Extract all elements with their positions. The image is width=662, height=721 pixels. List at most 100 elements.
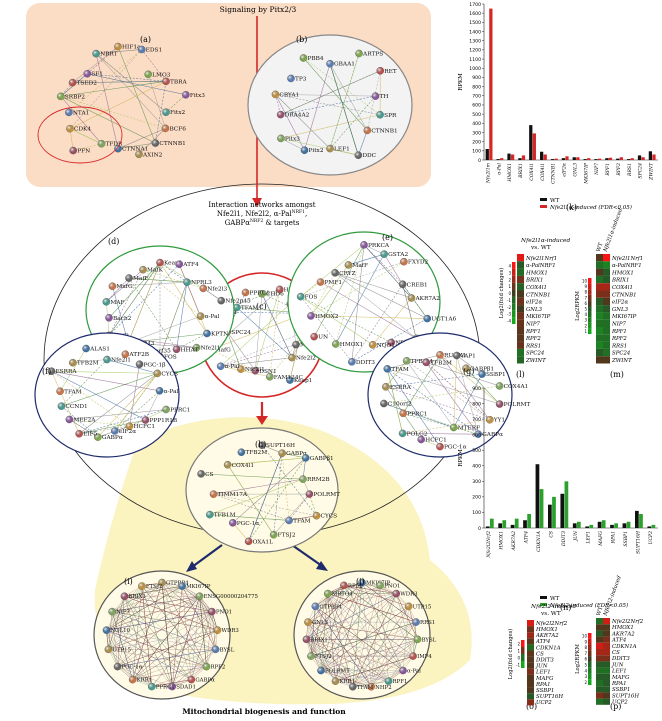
node-shine-e-2 xyxy=(400,258,408,266)
chart-m-cell-6-1 xyxy=(603,297,610,306)
node-shine-j-2 xyxy=(392,589,400,598)
chart-o-cell-3 xyxy=(527,638,534,645)
chart-k: 0 100 200 300 400 500 600 700 800 900 1000 1100 1200… xyxy=(458,2,658,211)
chart-l-row-rrs1: RRS1 xyxy=(525,343,541,349)
node-shine-b-13 xyxy=(299,54,308,62)
node-shine-e-14 xyxy=(316,278,325,286)
node-label-a-tsed2: TSED2 xyxy=(77,81,98,87)
chart-m-row-brix1: BRIX1 xyxy=(611,278,629,284)
node-label-h-timm17a: TIMM17A xyxy=(218,492,248,498)
node-shine-e-9 xyxy=(348,358,356,366)
node-shine-b-3 xyxy=(371,92,380,100)
node-label-c-nfe2l2: Nfe2l2 xyxy=(296,356,316,362)
chart-m-cell-11-1 xyxy=(603,334,610,342)
node-label-e-hmox1: HMOX1 xyxy=(340,342,363,348)
node-label-j-nhp2: NHP2 xyxy=(375,685,391,691)
panel-label-e: (e) xyxy=(382,233,393,242)
node-shine-d-14 xyxy=(102,298,110,306)
node-shine-g-3 xyxy=(478,370,486,378)
chart-n-xtick-cs: CS xyxy=(548,531,554,538)
chart-k-bar-cox4l1-0 xyxy=(540,151,544,160)
chart-l-scale-1 xyxy=(512,268,516,276)
chart-n-bar-mafg-0 xyxy=(597,521,602,528)
chart-o-title2: vs. WT xyxy=(540,611,561,617)
chart-p-row-hmox1: HMOX1 xyxy=(611,625,634,631)
panel-label-n: (n) xyxy=(560,603,571,612)
node-label-j-tfam: TFAM xyxy=(357,685,374,691)
chart-k-legend-0: WT xyxy=(550,198,560,204)
chart-m-row-spc24: SPC24 xyxy=(612,351,631,357)
node-shine-i-0 xyxy=(158,578,166,587)
chart-m-cell-1-0 xyxy=(596,261,603,269)
chart-n-xtick-cdkn1a: CDKN1A xyxy=(536,530,542,552)
chart-k-bar-rrs1-1 xyxy=(630,158,634,160)
node-label-f-eif5: EIF5 xyxy=(83,432,98,438)
node-label-j-bysl: BYSL xyxy=(422,637,437,643)
chart-n-ytick: 700 xyxy=(472,417,481,423)
chart-p-row-rpa1: RPA1 xyxy=(611,681,627,687)
node-label-c-chd6: CHD6 xyxy=(266,292,284,298)
chart-k-bar-nfe2l1m-0 xyxy=(485,148,489,160)
chart-p-cell-0-0 xyxy=(596,618,603,625)
node-shine-b-10 xyxy=(277,111,285,119)
chart-m-row-nfe2l1nrf1: Nfe2l1Nrf1 xyxy=(611,256,643,262)
chart-m-scale-label-7: 3 xyxy=(584,318,587,323)
chart-m-scale-7 xyxy=(588,317,592,323)
chart-k-ytick: 600 xyxy=(472,103,481,109)
network-b-edges xyxy=(275,53,381,156)
node-label-i-mki67ip: MKI67IP xyxy=(186,584,211,590)
node-shine-j-13 xyxy=(307,652,315,660)
chart-p-cell-7-1 xyxy=(603,661,610,668)
chart-p-cell-11-0 xyxy=(596,686,603,693)
chart-m-row-ctnnb1: CTNNB1 xyxy=(612,292,637,298)
chart-m-cell-10-0 xyxy=(596,327,603,335)
node-label-g-polrmt: POLRMT xyxy=(504,402,531,408)
node-label-g-esrra: ESRRA xyxy=(390,385,412,391)
chart-m-row-palnrf1: α-PalNRF1 xyxy=(612,263,642,269)
chart-m-cell-7-0 xyxy=(596,305,603,313)
chart-l-scale-label-4: 0 xyxy=(508,291,511,296)
chart-l-row-brix1: BRIX1 xyxy=(525,278,543,284)
chart-o-row-rpa1: RPA1 xyxy=(535,682,551,688)
node-label-b-gbaa1: GBAA1 xyxy=(334,62,355,68)
node-shine-g-6 xyxy=(486,416,494,424)
node-label-g-tfam: TFAM xyxy=(391,367,409,373)
chart-l-ylabel: Log2(fold changes) xyxy=(498,268,505,319)
chart-o-row-lef1: LEF1 xyxy=(535,670,551,676)
chart-k-xtick-rpf1: RPF1 xyxy=(605,163,611,177)
node-label-j-gnl3: GNL3 xyxy=(312,620,329,626)
node-label-j-rpf2: RPF2 xyxy=(348,583,363,589)
node-label-b-lef1: LEF1 xyxy=(334,147,350,153)
node-shine-j-16 xyxy=(311,602,319,610)
node-label-h-tfam: TFAM xyxy=(293,518,311,524)
node-shine-e-11 xyxy=(310,333,318,341)
chart-n-xtick-hmox1: HMOX1 xyxy=(499,531,505,551)
node-shine-e-0 xyxy=(360,241,368,249)
node-label-a-tfdr: TFDR xyxy=(105,142,123,148)
node-shine-j-5 xyxy=(413,635,422,643)
node-shine-g-7 xyxy=(474,430,482,438)
chart-k-xtick-rpf2: RPF2 xyxy=(616,163,622,177)
chart-l-cell-8 xyxy=(517,312,524,320)
node-label-c-tfam: TFAM xyxy=(241,305,259,311)
node-label-d-fos: FOS xyxy=(164,355,177,361)
chart-n-bar-atf4-1 xyxy=(527,514,531,528)
node-label-e-ugt1a6: UGT1A6 xyxy=(431,317,456,323)
node-label-e-pmf1: PMF1 xyxy=(325,280,343,286)
chart-k-ytick: 1300 xyxy=(469,39,481,45)
node-shine-i-5 xyxy=(212,645,220,653)
chart-p-row-mafg: MAFG xyxy=(611,675,630,681)
node-label-h-oxa1l: OXA1L xyxy=(253,539,273,545)
chart-l-scale-0 xyxy=(512,262,516,269)
chart-l-title2: vs. WT xyxy=(530,245,551,251)
chart-l-cell-10 xyxy=(517,327,524,335)
chart-o-cell-10 xyxy=(527,681,534,688)
node-shine-h-13 xyxy=(224,461,232,469)
chart-m-scale-label-8: 2 xyxy=(584,323,587,328)
chart-n-bar-ssbp1-1 xyxy=(626,521,631,528)
node-shine-e-8 xyxy=(369,341,377,349)
chart-n-ytick: 300 xyxy=(472,479,481,485)
node-label-f-ppp1r1b: PPP1R1B xyxy=(149,418,177,424)
chart-l-scale-label-8: -4 xyxy=(507,319,511,324)
chart-n-bar-rpa1-0 xyxy=(610,524,614,528)
